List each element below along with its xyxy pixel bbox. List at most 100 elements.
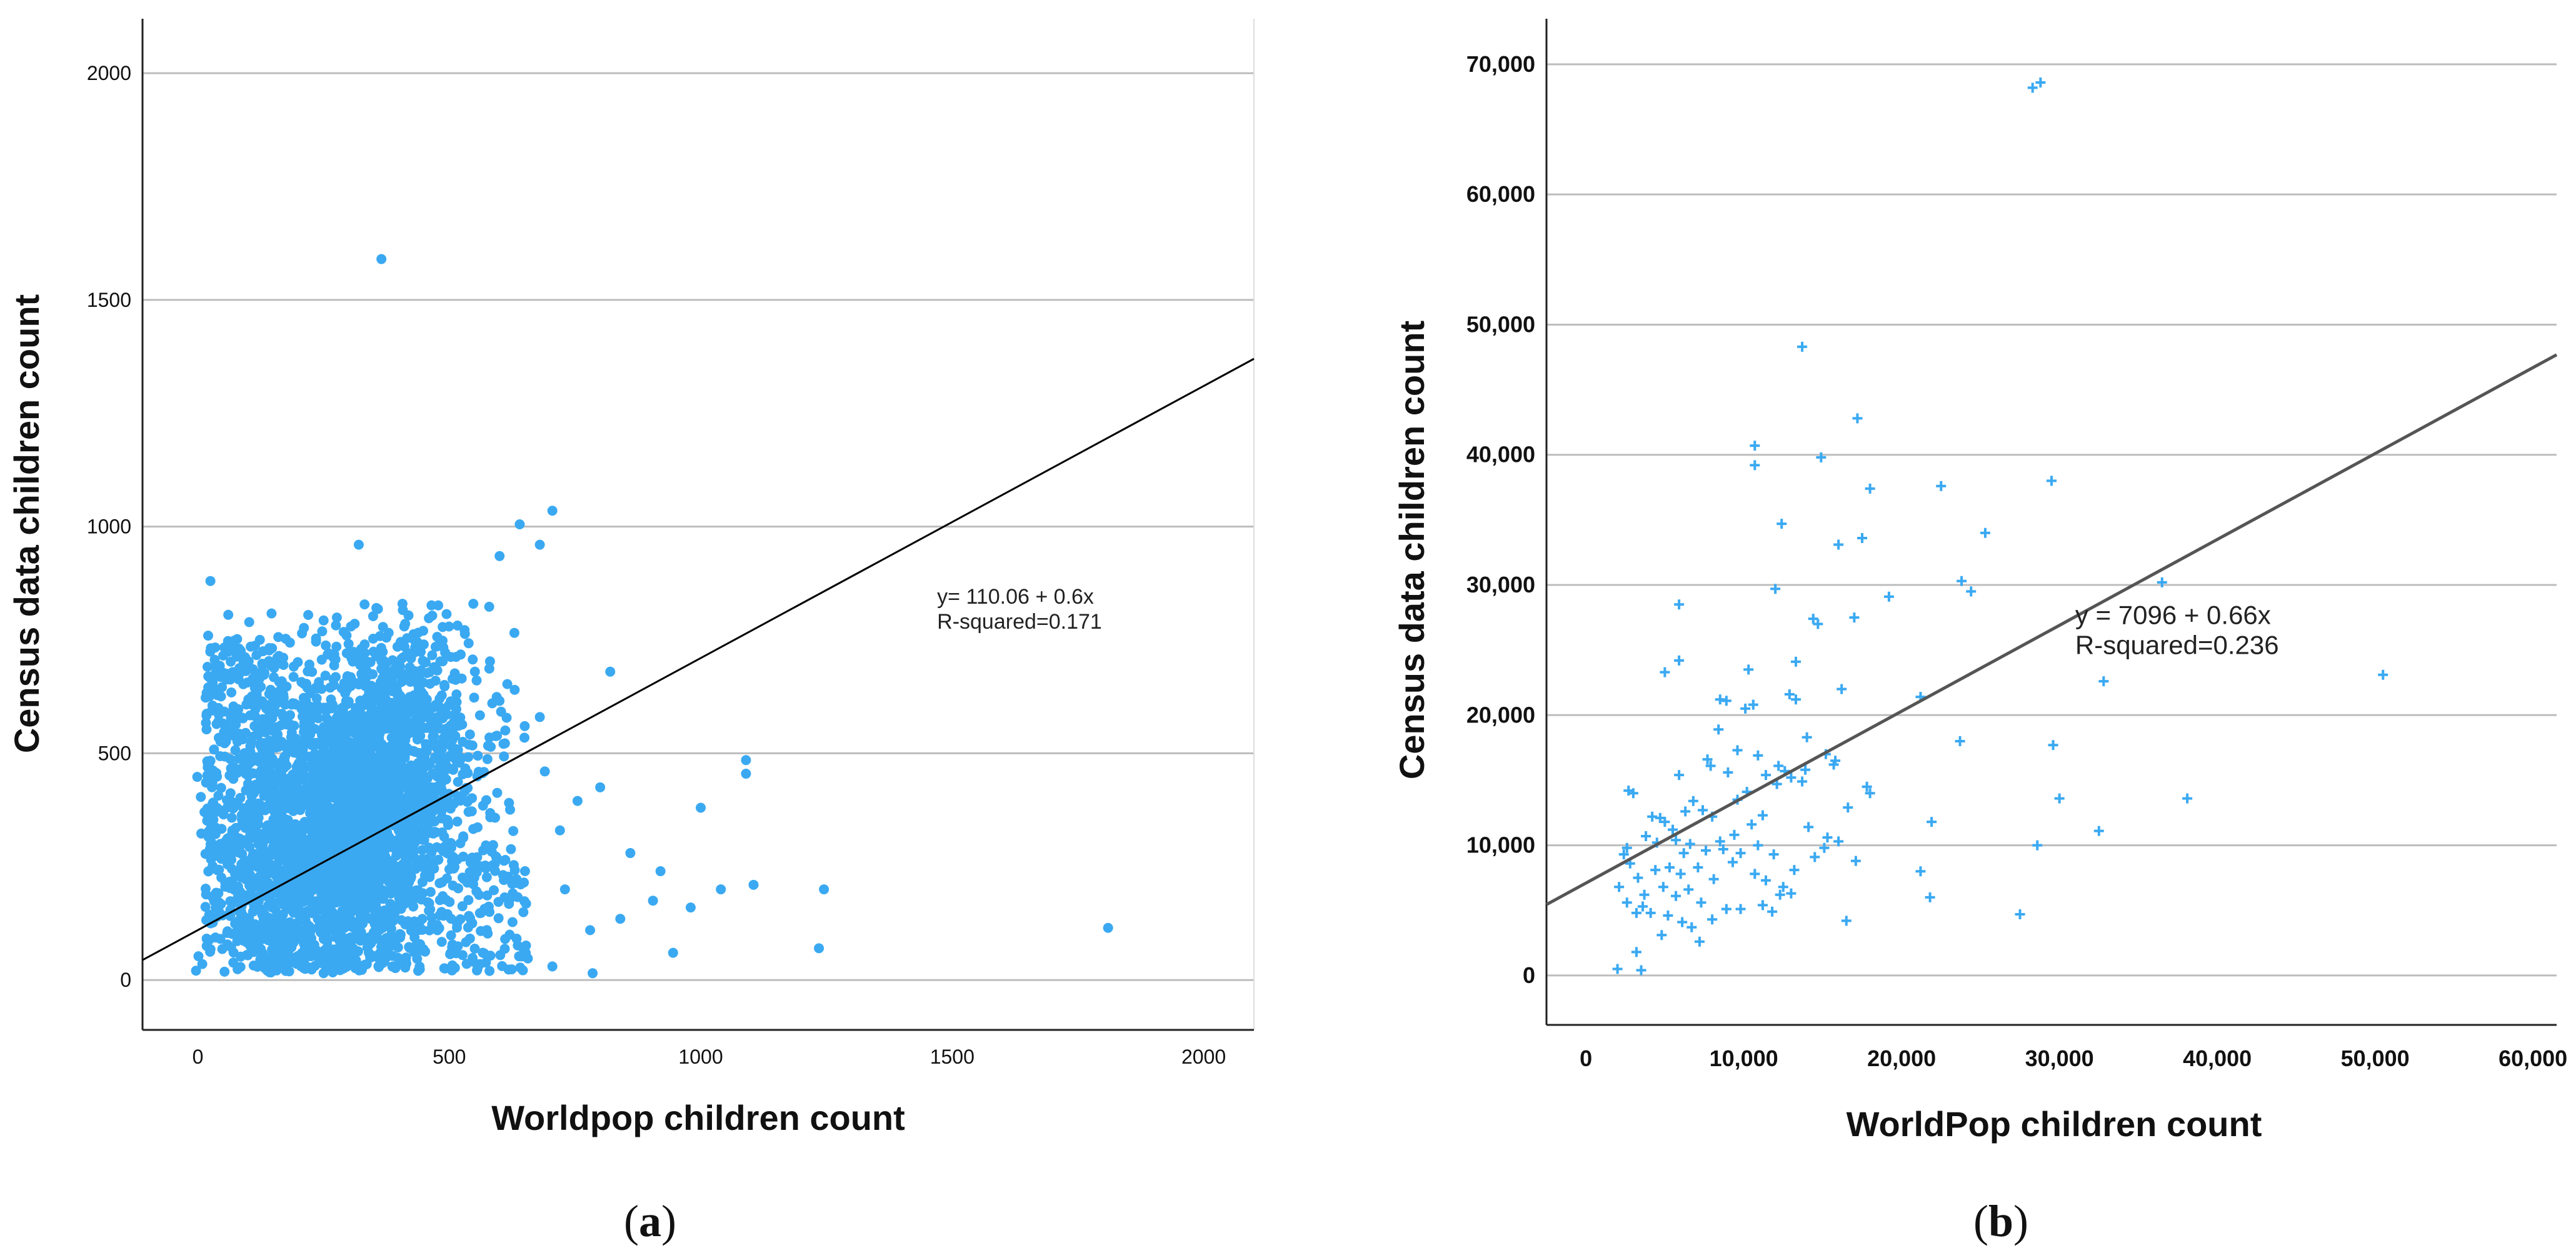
a-data-point	[269, 672, 279, 682]
a-data-point	[234, 833, 245, 844]
a-data-point	[281, 837, 292, 848]
a-data-point	[197, 959, 208, 969]
b-data-point	[2027, 82, 2038, 93]
a-data-point	[251, 849, 262, 859]
a-data-point	[215, 736, 226, 747]
a-data-point	[254, 634, 265, 645]
b-data-point	[1786, 888, 1797, 899]
a-data-point	[235, 792, 246, 803]
b-data-point	[1715, 694, 1725, 705]
b-data-point	[1833, 836, 1844, 847]
b-data-point	[1697, 805, 1708, 816]
a-data-point	[427, 611, 438, 621]
a-data-point	[230, 745, 241, 756]
a-y-tick-label: 1500	[87, 289, 131, 311]
a-data-point	[585, 925, 596, 936]
a-data-point	[346, 710, 357, 720]
a-data-point	[499, 751, 509, 762]
a-data-point	[321, 712, 331, 723]
a-data-point	[255, 800, 266, 811]
a-data-point	[399, 621, 409, 632]
a-data-point	[196, 792, 206, 802]
a-data-point	[349, 946, 360, 956]
a-data-point	[338, 724, 349, 734]
a-data-point	[467, 793, 478, 804]
b-data-point	[1663, 911, 1673, 921]
a-data-point	[266, 608, 277, 619]
a-data-point	[201, 709, 212, 719]
a-data-point	[395, 929, 406, 940]
a-data-point	[370, 915, 381, 926]
a-data-point	[204, 764, 214, 774]
b-equation-label: y = 7096 + 0.66x	[2075, 600, 2271, 629]
a-data-point	[428, 731, 438, 742]
a-data-point	[404, 824, 414, 835]
a-data-point	[491, 851, 501, 862]
a-data-point	[424, 758, 435, 769]
b-data-point	[1843, 802, 1853, 813]
a-data-point	[323, 649, 333, 660]
b-data-point	[1790, 694, 1801, 705]
b-data-point	[1777, 519, 1787, 529]
b-data-point	[1686, 922, 1697, 932]
a-data-point	[325, 682, 336, 693]
a-data-point	[387, 676, 397, 686]
b-data-point	[1767, 906, 1778, 917]
a-data-point	[328, 880, 338, 891]
a-data-point	[200, 902, 211, 912]
a-data-point	[480, 861, 491, 871]
a-data-point	[430, 782, 441, 793]
a-data-point	[484, 663, 494, 674]
a-data-point	[434, 878, 445, 889]
b-data-point	[1633, 872, 1643, 883]
a-data-point	[469, 666, 480, 677]
a-data-point	[328, 762, 339, 772]
a-data-point	[319, 926, 329, 937]
b-y-tick-label: 60,000	[1466, 181, 1535, 207]
b-data-point	[1753, 840, 1763, 851]
a-data-point	[205, 576, 216, 586]
a-data-point	[468, 956, 479, 967]
a-data-point	[266, 691, 277, 701]
a-data-point	[353, 736, 363, 747]
b-data-point	[1612, 964, 1623, 974]
a-data-point	[741, 755, 751, 766]
b-data-point	[1748, 699, 1758, 710]
a-data-point	[355, 678, 366, 688]
a-data-point	[288, 672, 299, 682]
a-y-tick-label: 500	[98, 742, 131, 764]
a-data-point	[239, 748, 250, 759]
a-data-point	[203, 671, 214, 682]
b-data-point	[1865, 483, 1875, 494]
a-data-point	[331, 620, 341, 631]
a-data-point	[311, 757, 321, 767]
a-data-point	[283, 869, 293, 879]
a-data-point	[241, 657, 251, 667]
b-data-point	[1786, 772, 1797, 783]
a-data-point	[454, 757, 464, 768]
b-data-point	[1760, 770, 1771, 781]
a-data-point	[279, 954, 290, 964]
a-data-point	[409, 817, 419, 828]
a-data-point	[648, 896, 658, 906]
a-data-point	[225, 754, 236, 764]
a-data-point	[221, 841, 231, 852]
a-data-point	[325, 824, 335, 835]
a-data-point	[383, 802, 394, 812]
a-data-point	[250, 934, 261, 944]
a-data-point	[446, 930, 456, 941]
b-data-point	[1747, 819, 1757, 830]
b-y-axis-title: Census data children count	[1392, 321, 1431, 779]
a-data-point	[436, 937, 447, 947]
a-data-point	[203, 631, 213, 641]
a-data-point	[191, 966, 201, 976]
b-data-point	[1830, 756, 1841, 766]
a-axes	[141, 19, 1254, 1031]
a-data-point	[225, 896, 236, 907]
a-x-tick-label: 2000	[1181, 1046, 1226, 1068]
a-data-point	[299, 943, 310, 953]
b-data-point	[1664, 862, 1675, 872]
a-data-point	[225, 788, 236, 799]
a-data-point	[361, 867, 371, 877]
a-data-point	[338, 963, 349, 974]
